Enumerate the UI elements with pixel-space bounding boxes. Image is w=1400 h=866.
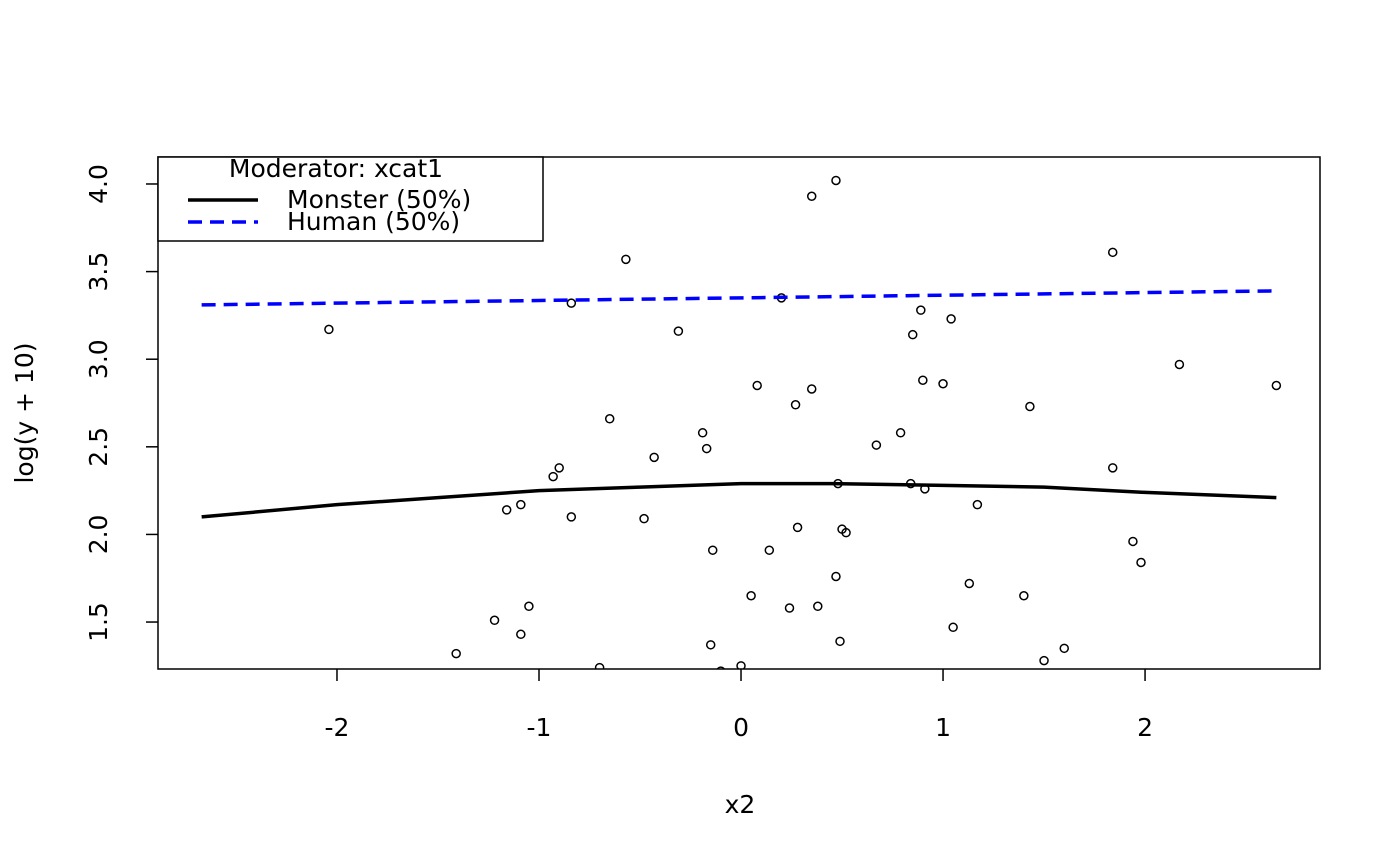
point [835, 636, 845, 647]
x-tick-label: -2 [325, 713, 350, 742]
x-axis-label: x2 [725, 790, 756, 819]
point [324, 324, 334, 335]
x-tick-label: 0 [733, 713, 749, 742]
plot-area [201, 175, 1282, 669]
point [594, 662, 605, 669]
point [806, 384, 817, 394]
point [501, 505, 512, 515]
x-tick-label: 2 [1137, 713, 1153, 742]
x-tick-label: -1 [527, 713, 552, 742]
point [736, 661, 746, 669]
point [752, 380, 762, 391]
point [784, 603, 795, 613]
point [1107, 247, 1118, 258]
point [451, 648, 461, 659]
point [841, 527, 851, 538]
point [516, 499, 526, 510]
point [792, 522, 803, 533]
point [621, 254, 631, 265]
point [1136, 557, 1146, 568]
point [831, 571, 841, 582]
point [639, 513, 649, 524]
point [948, 622, 958, 633]
point [1025, 401, 1035, 412]
point [705, 640, 716, 650]
point [1039, 655, 1049, 666]
point [1059, 643, 1069, 654]
plot-frame [157, 156, 1321, 670]
point [649, 452, 659, 463]
point [916, 305, 926, 315]
point [871, 440, 882, 450]
point [946, 314, 956, 324]
point [746, 591, 756, 601]
point [813, 601, 823, 612]
point [1107, 463, 1118, 473]
y-tick-label: 3.0 [84, 339, 113, 379]
point [1019, 591, 1029, 601]
y-axis-label: log(y + 10) [10, 342, 39, 483]
point [972, 499, 983, 510]
fit-line [201, 481, 1277, 519]
point [707, 545, 718, 555]
point [566, 512, 577, 522]
point [938, 378, 948, 389]
fit-line [201, 289, 1277, 307]
point [790, 400, 801, 410]
point [548, 471, 558, 482]
point [764, 545, 775, 555]
y-tick-label: 3.5 [84, 252, 113, 292]
point [673, 326, 684, 336]
y-tick-label: 2.0 [84, 515, 113, 555]
point [566, 298, 577, 308]
legend-title: Moderator: xcat1 [229, 154, 443, 183]
x-tick-label: 1 [935, 713, 951, 742]
point [516, 629, 526, 640]
point [604, 414, 615, 424]
point [964, 578, 975, 589]
point [907, 329, 918, 340]
point [697, 428, 708, 438]
point [716, 666, 726, 669]
y-tick-label: 4.0 [84, 164, 113, 204]
point [554, 463, 564, 473]
legend-label: Human (50%) [287, 207, 460, 236]
y-tick-label: 1.5 [84, 602, 113, 642]
point [1271, 380, 1282, 391]
point [1128, 536, 1138, 547]
point [489, 615, 500, 626]
point [831, 175, 841, 186]
point [918, 375, 928, 385]
legend-label: Monster (50%) [287, 185, 471, 214]
point [806, 191, 817, 201]
point [895, 428, 906, 438]
point [1174, 359, 1185, 370]
point [524, 601, 534, 612]
y-tick-label: 2.5 [84, 427, 113, 467]
point [701, 443, 712, 454]
